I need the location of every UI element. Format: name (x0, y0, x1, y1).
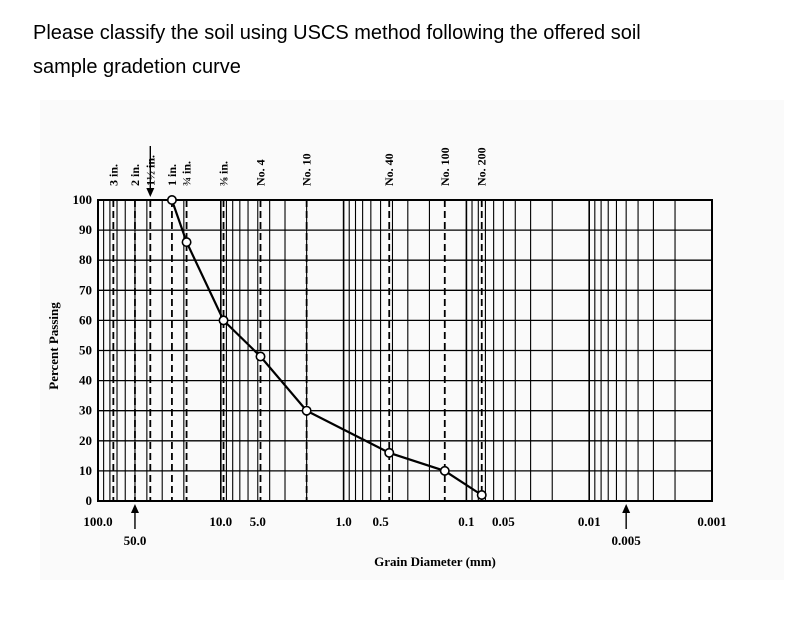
sieve-label: 2 in. (128, 164, 142, 186)
x-tick-arrow-head (130, 504, 139, 513)
y-tick-labels: 0 10 20 30 40 50 60 70 80 90 100 (73, 192, 93, 508)
sieve-label: No. 200 (475, 147, 489, 186)
x-tick-label: 5.0 (250, 514, 266, 529)
question-line-1: Please classify the soil using USCS meth… (33, 22, 641, 44)
y-tick-label: 100 (73, 192, 93, 207)
sieve-label: ¾ in. (180, 161, 194, 186)
sieve-label: No. 40 (382, 153, 396, 186)
y-tick-label: 0 (86, 493, 93, 508)
y-tick-label: 40 (79, 373, 92, 388)
y-tick-label: 70 (79, 282, 92, 297)
y-tick-label: 30 (79, 403, 92, 418)
chart-grid (98, 199, 713, 502)
x-axis-title: Grain Diameter (mm) (374, 554, 496, 569)
y-tick-label: 80 (79, 252, 92, 267)
question-text: Please classify the soil using USCS meth… (33, 16, 793, 84)
gradation-chart: 3 in. 2 in. 1½ in. 1 in. ¾ in. ⅜ in. No. 4 No. … (46, 146, 727, 569)
y-tick-label: 60 (79, 312, 92, 327)
sieve-label: No. 10 (300, 153, 314, 186)
x-tick-label: 50.0 (124, 533, 147, 548)
data-point (218, 315, 229, 326)
x-tick-label: 0.1 (458, 514, 474, 529)
gradation-curve-line (170, 199, 483, 496)
sieve-markers: 3 in. 2 in. 1½ in. 1 in. ¾ in. ⅜ in. No. 4 No. … (106, 146, 489, 501)
data-point (439, 465, 450, 476)
plot-border (97, 199, 713, 502)
x-tick-label: 0.01 (578, 514, 601, 529)
x-tick-arrow-head (622, 504, 631, 513)
sieve-label: No. 100 (438, 147, 452, 186)
data-point (384, 447, 395, 458)
y-tick-label: 10 (79, 463, 92, 478)
gradation-curve (166, 195, 487, 500)
sieve-label: 1 in. (165, 164, 179, 186)
question-line-2: sample gradetion curve (33, 56, 241, 78)
sieve-label: ⅜ in. (217, 161, 231, 186)
x-tick-labels: 100.0 50.0 10.0 5.0 1.0 0.5 0.1 0.05 0.01 0.005 0.… (83, 504, 727, 548)
y-tick-label: 50 (79, 343, 92, 358)
gradation-chart-figure: 3 in. 2 in. 1½ in. 1 in. ¾ in. ⅜ in. No. 4 No. … (40, 100, 784, 580)
y-tick-label: 20 (79, 433, 92, 448)
data-point (181, 237, 192, 248)
x-tick-label: 0.005 (612, 533, 642, 548)
data-point (301, 405, 312, 416)
y-tick-label: 90 (79, 222, 92, 237)
sieve-label: No. 4 (254, 159, 268, 186)
data-point (255, 351, 266, 362)
x-tick-label: 0.05 (492, 514, 515, 529)
sieve-label: 3 in. (106, 164, 120, 186)
plot-frame (97, 199, 713, 502)
x-tick-label: 1.0 (335, 514, 351, 529)
x-tick-label: 0.5 (372, 514, 389, 529)
data-point (476, 489, 487, 500)
y-axis-title: Percent Passing (46, 302, 61, 390)
data-point (166, 195, 177, 206)
sieve-arrow-head (146, 188, 155, 197)
x-tick-label: 100.0 (83, 514, 112, 529)
x-tick-label: 10.0 (209, 514, 232, 529)
x-tick-label: 0.001 (697, 514, 726, 529)
